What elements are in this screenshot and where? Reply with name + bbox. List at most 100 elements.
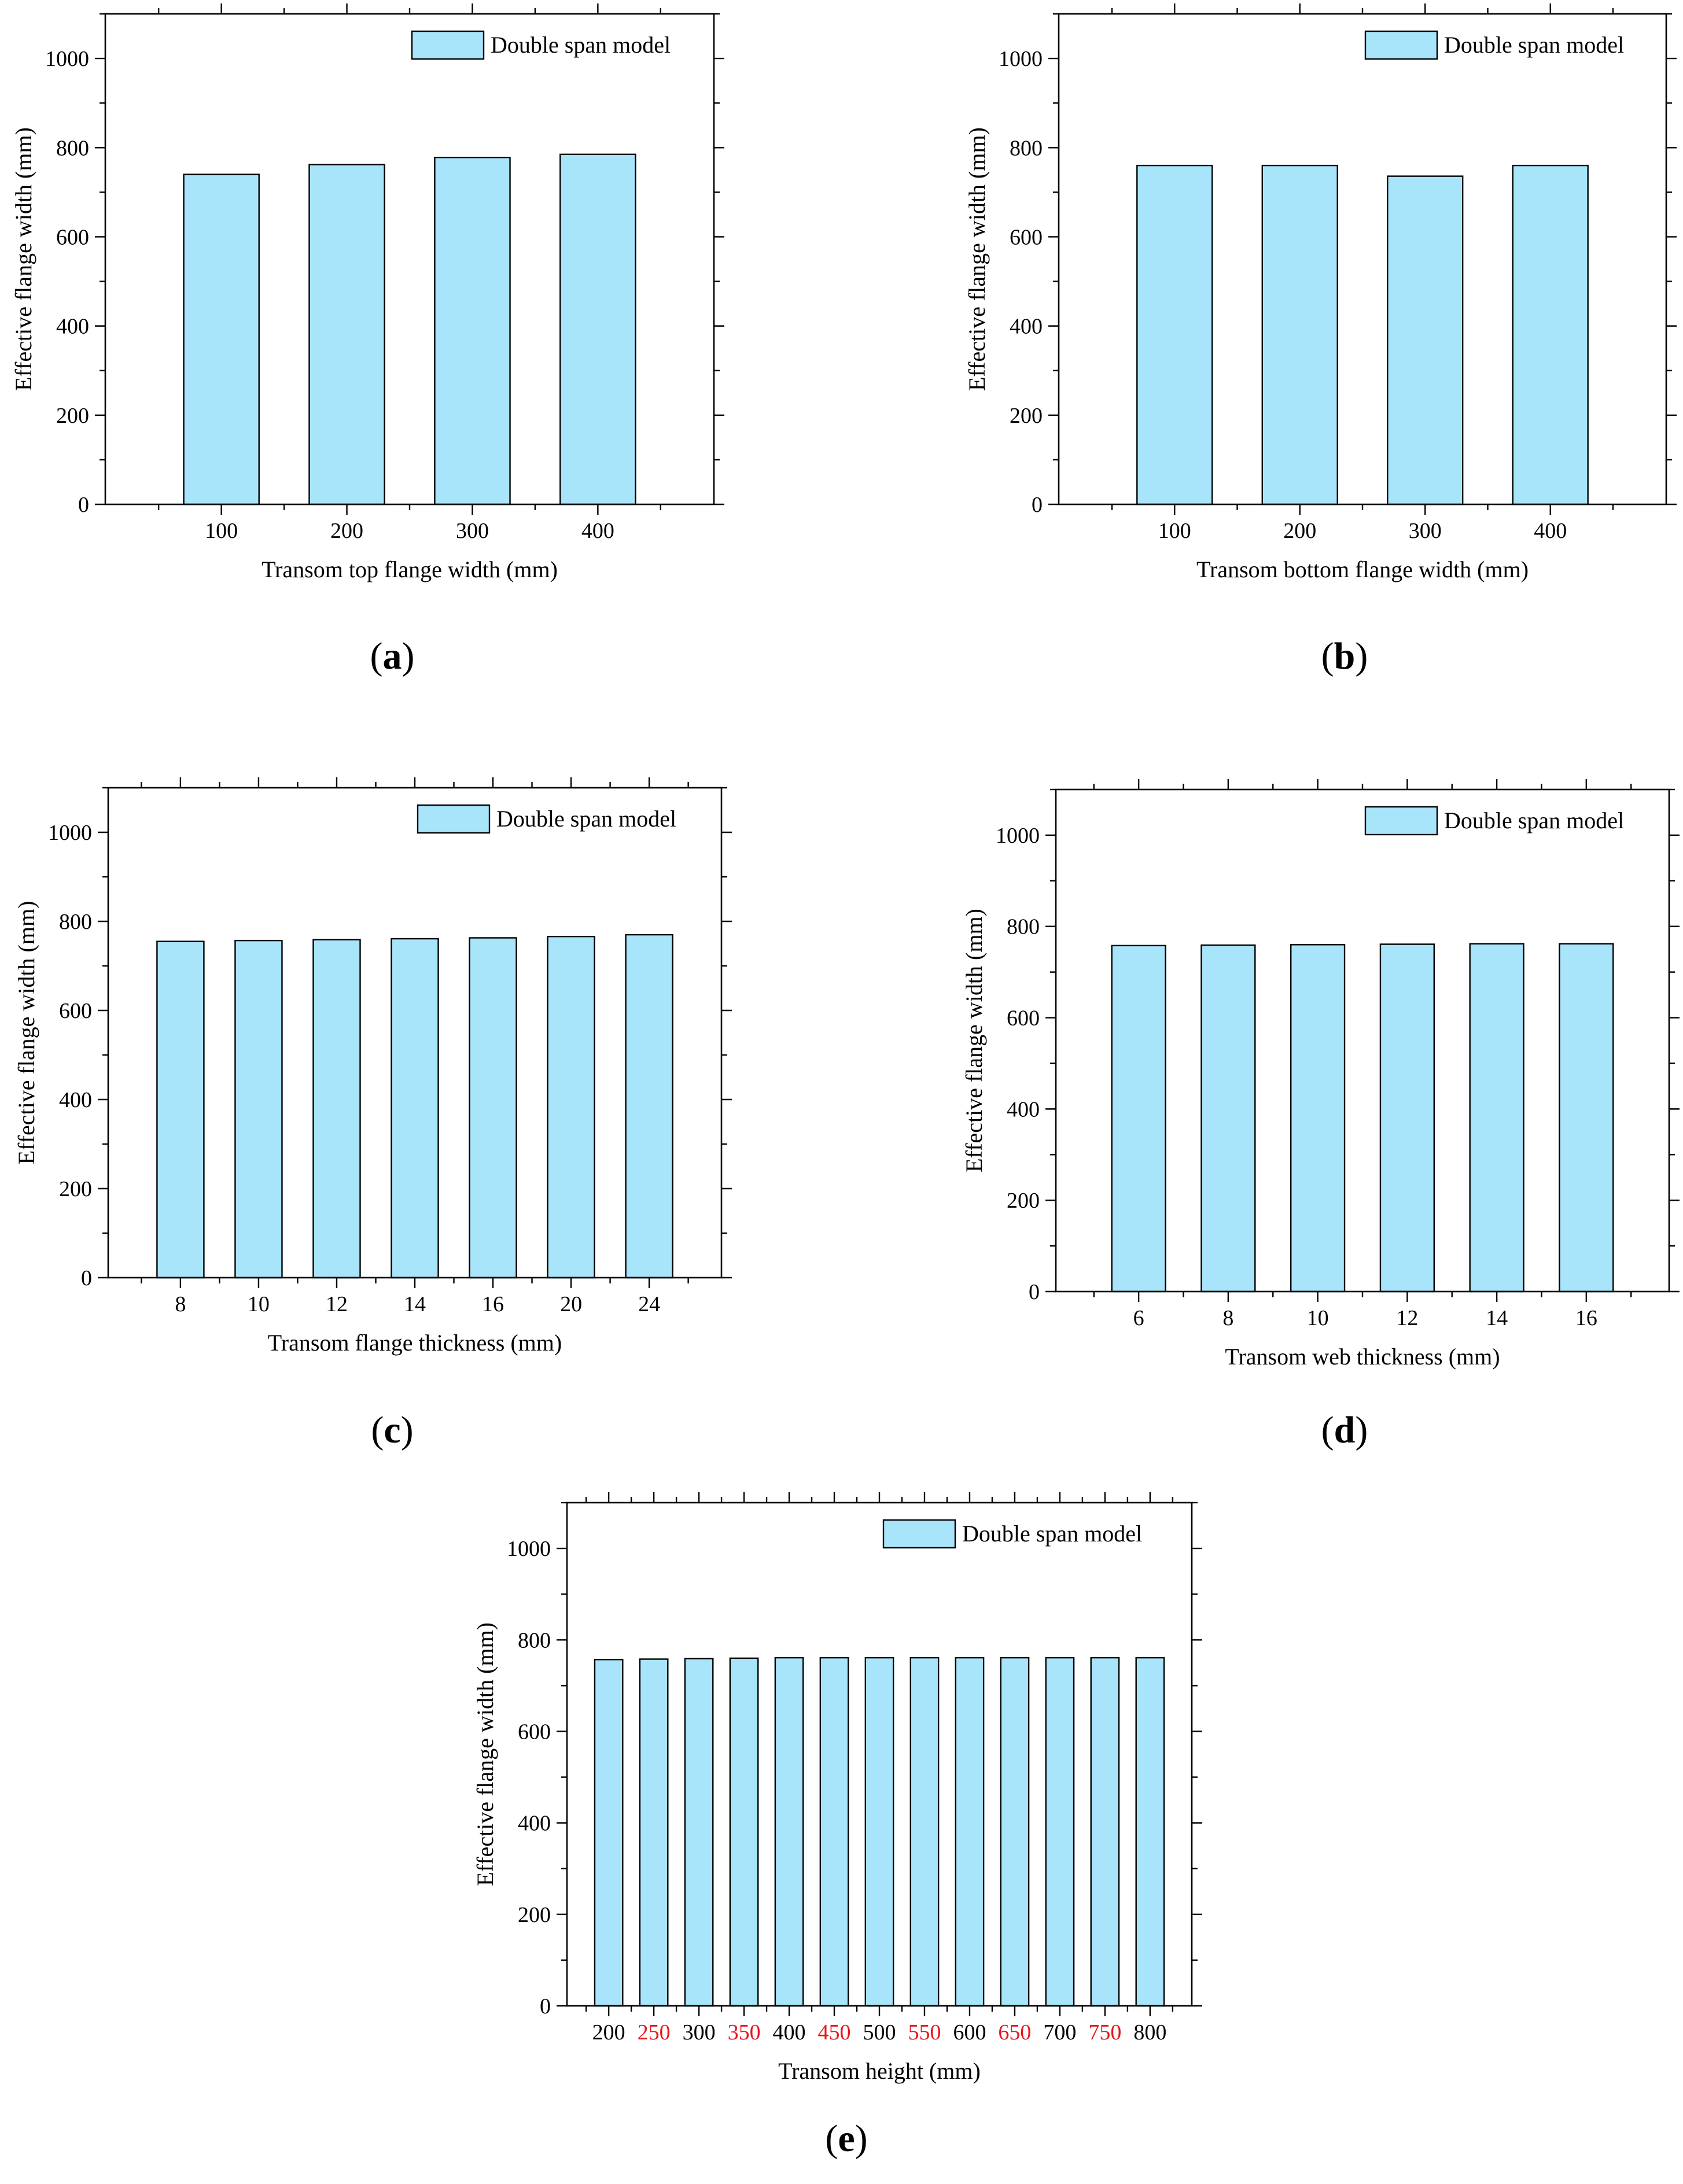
bar-16 (469, 937, 517, 1279)
bar-400 (1512, 164, 1589, 506)
y-tick-label: 200 (518, 1903, 551, 1927)
y-tick-label: 600 (1007, 1006, 1040, 1031)
y-tick-label: 600 (56, 225, 89, 249)
x-tick-label: 10 (248, 1292, 270, 1316)
x-tick-label: 550 (908, 2020, 941, 2045)
x-tick-label: 450 (818, 2020, 851, 2045)
bar-250 (639, 1658, 669, 2007)
x-tick-label: 20 (560, 1292, 582, 1316)
x-tick-label: 600 (953, 2020, 986, 2045)
y-axis-title: Effective flange width (mm) (472, 1622, 498, 1886)
x-tick-label: 200 (1283, 519, 1316, 543)
bar-550 (909, 1657, 940, 2007)
y-tick-label: 400 (59, 1088, 92, 1112)
y-tick-label: 600 (59, 999, 92, 1023)
legend-label: Double span model (962, 1521, 1142, 1547)
y-tick-label: 600 (1010, 225, 1043, 249)
y-tick-label: 0 (78, 493, 89, 517)
x-tick-label: 14 (1486, 1306, 1508, 1330)
y-tick-label: 200 (59, 1177, 92, 1201)
chart-panel-d: 0 200 400 600 800 1000 6 8 10 12 14 16 Transom web t… (961, 779, 1680, 1370)
bar-200 (308, 164, 385, 506)
x-tick-label: 12 (326, 1292, 348, 1316)
y-tick-label: 800 (56, 136, 89, 160)
y-tick-label: 0 (81, 1266, 92, 1290)
bar-300 (1387, 175, 1464, 506)
x-tick-label: 14 (404, 1292, 426, 1316)
bar-650 (1000, 1657, 1030, 2007)
panel-label: (c) (371, 1409, 413, 1451)
x-tick-label: 400 (581, 519, 614, 543)
y-tick-label: 0 (540, 1994, 551, 2019)
bar-300 (684, 1658, 714, 2007)
bar-450 (819, 1657, 849, 2007)
x-axis-title: Transom height (mm) (778, 2058, 981, 2084)
x-tick-label: 100 (1158, 519, 1191, 543)
x-tick-label: 8 (1222, 1306, 1233, 1330)
bar-10 (234, 939, 283, 1279)
y-tick-label: 400 (1010, 315, 1043, 339)
x-tick-label: 750 (1088, 2020, 1121, 2045)
bar-16 (1559, 943, 1614, 1293)
y-tick-label: 1000 (507, 1537, 551, 1561)
y-tick-label: 1000 (996, 824, 1040, 848)
y-tick-label: 200 (56, 404, 89, 428)
bar-500 (864, 1657, 894, 2007)
legend-swatch (411, 30, 485, 60)
x-tick-label: 350 (728, 2020, 761, 2045)
bar-700 (1045, 1657, 1075, 2007)
x-tick-label: 700 (1043, 2020, 1076, 2045)
bar-6 (1111, 945, 1166, 1293)
bar-350 (729, 1657, 759, 2007)
legend-label: Double span model (1444, 807, 1624, 833)
y-tick-label: 200 (1010, 404, 1043, 428)
y-tick-label: 1000 (999, 47, 1043, 71)
x-tick-label: 6 (1133, 1306, 1144, 1330)
y-tick-label: 400 (56, 315, 89, 339)
x-tick-label: 650 (998, 2020, 1031, 2045)
bar-100 (183, 174, 260, 506)
x-tick-label: 400 (1534, 519, 1567, 543)
bar-12 (1379, 943, 1435, 1293)
x-tick-label: 16 (1575, 1306, 1597, 1330)
x-axis-title: Transom web thickness (mm) (1225, 1344, 1500, 1370)
x-tick-label: 200 (592, 2020, 625, 2045)
panel-label: (a) (370, 635, 415, 677)
y-tick-label: 1000 (45, 47, 89, 71)
y-tick-label: 0 (1029, 1280, 1040, 1304)
panel-label: (b) (1321, 635, 1368, 677)
y-axis-title: Effective flange width (mm) (961, 909, 987, 1172)
bar-100 (1136, 164, 1213, 506)
y-tick-label: 0 (1032, 493, 1043, 517)
y-tick-label: 600 (518, 1720, 551, 1744)
bar-800 (1135, 1657, 1165, 2007)
chart-panel-c: 0 200 400 600 800 1000 8 10 12 14 16 20 24 Transom fl… (13, 777, 732, 1356)
bar-10 (1290, 944, 1346, 1293)
x-tick-label: 16 (482, 1292, 504, 1316)
y-tick-label: 400 (1007, 1097, 1040, 1121)
x-tick-label: 12 (1396, 1306, 1418, 1330)
chart-panel-e: 0 200 400 600 800 1000 200 250 300 350 400 450 500 55… (472, 1492, 1202, 2084)
x-tick-label: 250 (638, 2020, 671, 2045)
bar-20 (547, 935, 595, 1279)
x-tick-label: 300 (456, 519, 489, 543)
y-tick-label: 800 (59, 910, 92, 934)
legend-label: Double span model (491, 32, 671, 58)
x-tick-label: 200 (330, 519, 363, 543)
bar-14 (391, 938, 439, 1279)
y-tick-label: 200 (1007, 1189, 1040, 1213)
legend-swatch (1364, 30, 1438, 60)
bar-400 (559, 153, 636, 506)
y-tick-label: 800 (1007, 915, 1040, 939)
legend-swatch (882, 1519, 956, 1549)
x-tick-label: 800 (1133, 2020, 1166, 2045)
y-tick-label: 800 (518, 1628, 551, 1652)
y-axis-title: Effective flange width (mm) (10, 127, 36, 391)
x-tick-label: 300 (1409, 519, 1442, 543)
x-tick-label: 300 (683, 2020, 716, 2045)
legend-swatch (1364, 806, 1438, 836)
bar-400 (774, 1657, 804, 2007)
